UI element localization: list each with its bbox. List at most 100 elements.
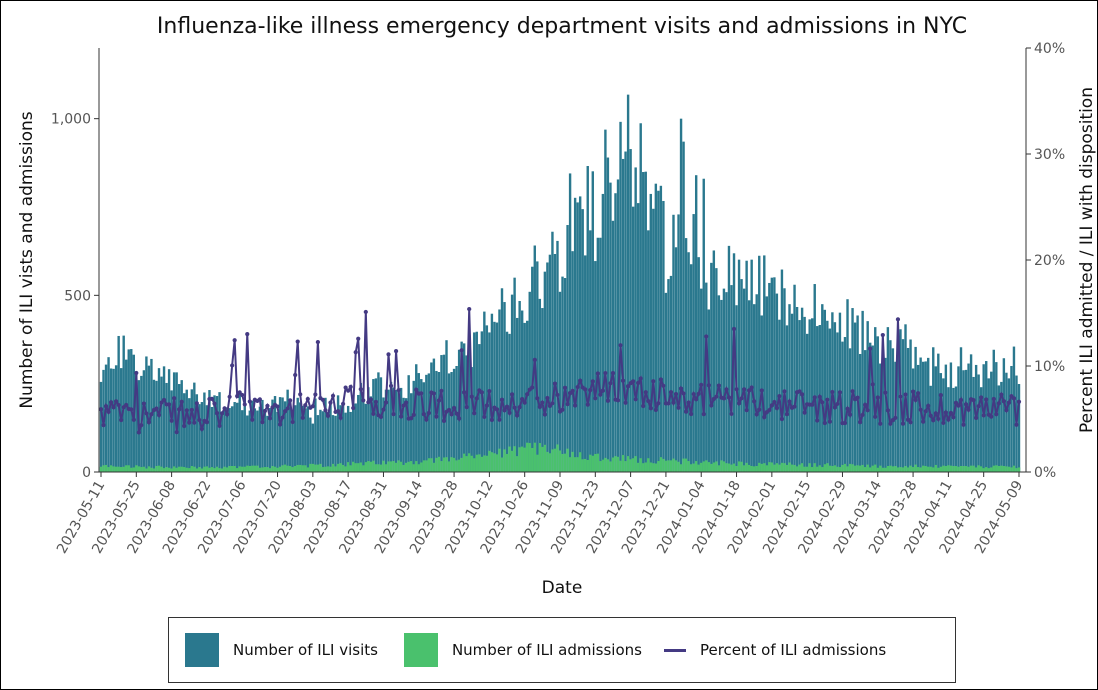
admission-bar [162, 468, 166, 472]
admission-bar [276, 467, 279, 472]
visit-bar [934, 366, 937, 472]
percent-point [699, 382, 704, 387]
visit-bar [677, 214, 680, 473]
percent-point [747, 388, 752, 393]
percent-point [366, 400, 371, 405]
visit-bar [268, 408, 272, 472]
admission-bar [177, 466, 181, 472]
visit-bar [979, 387, 983, 472]
admission-bar [906, 467, 910, 472]
percent-point [855, 395, 860, 400]
percent-point [507, 410, 512, 415]
percent-point [916, 391, 921, 396]
legend-item-visits: Number of ILI visits [185, 633, 378, 667]
admission-bar [152, 468, 156, 472]
percent-point [573, 403, 578, 408]
visit-bar [566, 225, 569, 472]
admission-bar [803, 466, 806, 472]
percent-point [726, 395, 732, 400]
admission-bar [228, 465, 231, 472]
visit-bar [157, 368, 161, 472]
visit-bar [586, 166, 589, 472]
admission-bar [410, 461, 413, 472]
visit-bar [697, 257, 700, 472]
admission-bar [404, 462, 408, 472]
admission-bar [425, 460, 428, 472]
admission-bar [687, 461, 690, 472]
admission-bar [909, 465, 912, 472]
percent-point [880, 332, 885, 338]
visit-bar [273, 396, 277, 472]
percent-point [873, 414, 878, 419]
admission-bar [513, 446, 516, 472]
percent-point [928, 413, 933, 418]
visit-bar [135, 374, 138, 472]
visit-bar [705, 282, 708, 472]
visit-bar [921, 361, 925, 472]
admission-bar [273, 466, 277, 472]
admission-bar [142, 466, 146, 472]
visit-bar [278, 397, 282, 472]
visit-bar [450, 372, 453, 472]
admission-bar [876, 467, 879, 472]
admission-bar [858, 465, 862, 472]
admission-bar [962, 465, 965, 472]
percent-point [298, 392, 303, 397]
admission-bar [851, 464, 854, 472]
visit-bar [1000, 381, 1003, 472]
percent-point [545, 395, 550, 401]
admission-bar [939, 466, 943, 472]
visit-bar [947, 387, 950, 472]
visit-bar [884, 357, 887, 472]
visit-bar [667, 279, 670, 472]
visit-bar [218, 392, 221, 472]
percent-point [232, 338, 237, 343]
admission-bar [203, 466, 206, 472]
visit-bar [541, 308, 544, 472]
percent-point [106, 409, 111, 414]
visit-bar [997, 385, 1001, 472]
admission-bar [271, 465, 274, 472]
visit-bar [553, 253, 557, 472]
percent-point [878, 421, 883, 426]
admission-bar [457, 459, 461, 472]
percent-point [310, 404, 315, 409]
admission-bar [238, 466, 241, 472]
visit-bar [581, 209, 584, 472]
visit-bar [775, 293, 779, 472]
admission-bar [165, 467, 168, 472]
admission-bar [225, 467, 229, 472]
visit-bar [758, 255, 761, 472]
percent-point [391, 412, 396, 417]
admission-bar [430, 458, 433, 472]
visit-bar [256, 410, 259, 472]
percent-point [305, 396, 310, 402]
chart-title: Influenza-like illness emergency departm… [157, 14, 967, 39]
visit-bar [500, 288, 504, 472]
percent-point [610, 371, 616, 376]
admission-bar [352, 461, 355, 472]
y-tick-label: 1,000 [51, 112, 91, 128]
percent-point [562, 385, 568, 390]
admission-bar [483, 455, 486, 472]
admission-bar [304, 465, 307, 472]
admission-bar [619, 460, 622, 472]
percent-point [724, 387, 729, 392]
percent-point [673, 391, 679, 397]
admission-bar [967, 466, 970, 472]
percent-point [515, 413, 520, 418]
admission-bar [911, 467, 915, 472]
admission-bar [755, 465, 758, 472]
admission-bar [853, 465, 857, 472]
admission-bar [125, 465, 128, 472]
visit-bar [402, 397, 405, 472]
admission-bar [705, 460, 708, 472]
percent-point [646, 398, 651, 404]
visit-bar [568, 173, 572, 472]
admission-bar [914, 464, 917, 472]
percent-point [230, 363, 235, 368]
percent-point [575, 384, 580, 390]
visit-bar [793, 284, 796, 472]
admission-bar [775, 463, 779, 472]
admission-bar [198, 467, 201, 472]
